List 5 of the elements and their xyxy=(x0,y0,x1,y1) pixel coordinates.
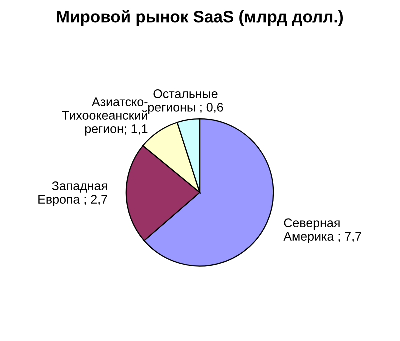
slice-label: Северная Америка ; 7,7 xyxy=(284,218,362,244)
chart-title: Мировой рынок SaaS (млрд долл.) xyxy=(57,10,344,26)
slice-label: Азиатско- Тихоокеанский регион; 1,1 xyxy=(62,98,148,136)
slice-label: Западная Европа ; 2,7 xyxy=(38,182,108,206)
slice-label: Остальные регионы ; 0,6 xyxy=(148,90,224,114)
